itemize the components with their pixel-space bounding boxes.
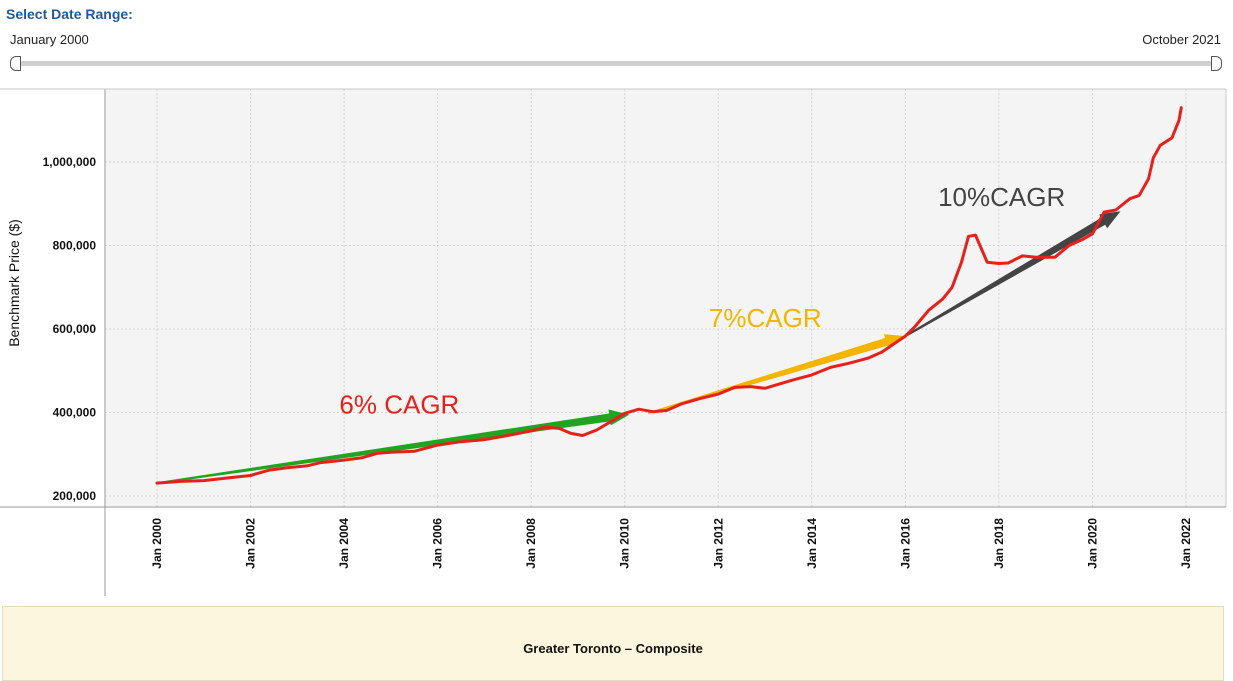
x-tick-label: Jan 2014 <box>805 518 819 569</box>
y-tick-label: 800,000 <box>53 239 97 253</box>
chart-svg: 200,000 400,000 600,000 800,000 1,000,000 Jan… <box>0 86 1233 596</box>
range-end-handle[interactable] <box>1211 56 1222 71</box>
cagr-label-3: 10%CAGR <box>938 182 1065 212</box>
y-tick-label: 200,000 <box>53 489 97 503</box>
x-tick-label: Jan 2002 <box>244 518 258 569</box>
y-tick-label: 1,000,000 <box>43 155 97 169</box>
caption-panel: Greater Toronto – Composite <box>2 606 1224 681</box>
y-tick-label: 600,000 <box>53 322 97 336</box>
cagr-arrow-1 <box>156 409 630 484</box>
x-tick-label: Jan 2020 <box>1085 518 1099 569</box>
x-tick-label: Jan 2006 <box>431 518 445 569</box>
range-end-label: October 2021 <box>1142 32 1221 47</box>
x-tick-label: Jan 2012 <box>711 518 725 569</box>
y-axis-title: Benchmark Price ($) <box>6 219 22 347</box>
y-tick-label: 400,000 <box>53 406 97 420</box>
benchmark-price-line <box>155 106 1183 485</box>
date-range-slider-track[interactable] <box>14 61 1216 66</box>
cagr-label-2: 7%CAGR <box>709 303 822 333</box>
x-tick-label: Jan 2008 <box>524 518 538 569</box>
filter-header: Select Date Range: <box>6 6 133 22</box>
x-tick-label: Jan 2000 <box>150 518 164 569</box>
cagr-arrow-3 <box>904 211 1121 337</box>
x-tick-label: Jan 2016 <box>898 518 912 569</box>
x-tick-label: Jan 2022 <box>1179 518 1193 569</box>
cagr-label-1: 6% CAGR <box>339 389 459 419</box>
x-tick-label: Jan 2004 <box>337 518 351 569</box>
price-chart: 200,000 400,000 600,000 800,000 1,000,000 Jan… <box>0 86 1233 598</box>
chart-caption: Greater Toronto – Composite <box>523 641 703 656</box>
range-start-handle[interactable] <box>10 56 21 71</box>
x-tick-label: Jan 2010 <box>618 518 632 569</box>
range-start-label: January 2000 <box>10 32 89 47</box>
plot-area <box>105 89 1226 507</box>
x-tick-label: Jan 2018 <box>992 518 1006 569</box>
